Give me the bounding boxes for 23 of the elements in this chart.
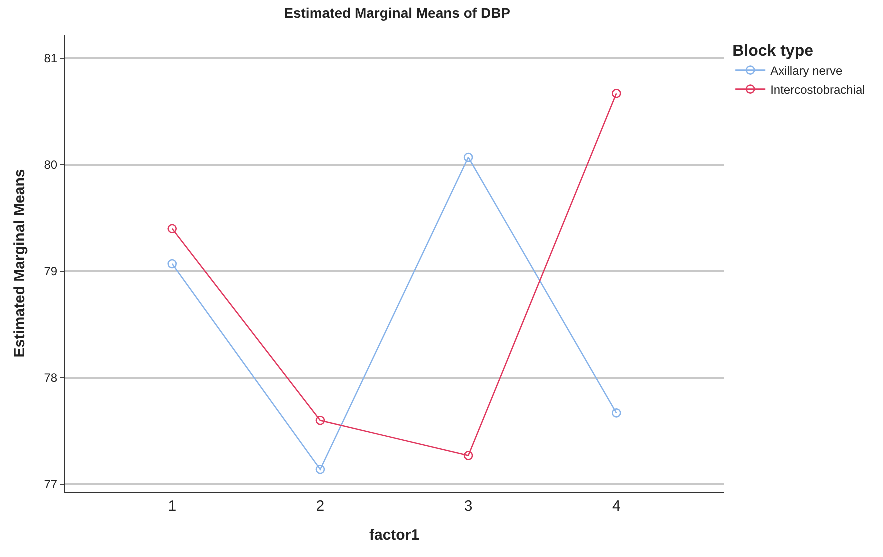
point	[464, 152, 474, 162]
y-tick-label: 78	[44, 371, 58, 386]
legend-label: Axillary nerve	[770, 64, 843, 78]
legend-title: Block type	[732, 42, 814, 60]
point	[612, 408, 622, 418]
point	[168, 259, 178, 269]
point	[168, 224, 178, 234]
x-tick-label: 3	[464, 498, 473, 515]
point	[316, 416, 326, 426]
x-tick-label: 4	[612, 498, 621, 515]
y-tick-label: 77	[44, 478, 58, 492]
chart-title: Estimated Marginal Means of DBP	[284, 5, 511, 22]
x-axis-title: factor1	[369, 527, 420, 544]
y-axis-title: Estimated Marginal Means	[11, 169, 28, 358]
legend-label: Intercostobrachial	[770, 82, 866, 97]
point	[612, 88, 622, 98]
x-tick-label: 1	[168, 498, 177, 515]
point	[316, 464, 326, 474]
y-tick-label: 80	[44, 158, 58, 172]
y-tick-label: 79	[44, 264, 58, 279]
point	[464, 451, 474, 460]
y-tick-label: 81	[44, 52, 58, 66]
x-tick-label: 2	[316, 498, 325, 515]
